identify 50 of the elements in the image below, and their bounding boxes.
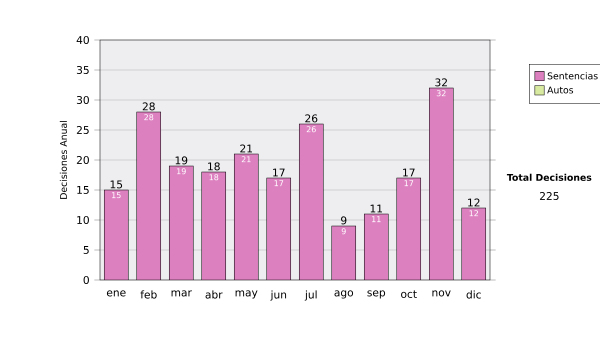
bar bbox=[104, 190, 128, 280]
x-tick-label: oct bbox=[401, 290, 417, 298]
total-label: 26 bbox=[305, 114, 318, 122]
bar bbox=[332, 226, 356, 280]
y-tick-label: 25 bbox=[76, 126, 89, 134]
x-tick-label: abr bbox=[206, 290, 223, 299]
total-label: 19 bbox=[176, 156, 188, 164]
bar bbox=[364, 214, 388, 280]
total-label: 18 bbox=[208, 162, 220, 170]
x-tick-label: jul bbox=[304, 290, 317, 301]
bar bbox=[234, 154, 258, 280]
legend-label: Autos bbox=[547, 86, 574, 94]
x-tick-label: jun bbox=[270, 290, 286, 301]
total-label: 15 bbox=[110, 180, 122, 188]
x-tick-label: may bbox=[236, 290, 258, 299]
y-tick-label: 40 bbox=[76, 36, 89, 44]
y-tick-label: 5 bbox=[84, 246, 89, 254]
bar bbox=[266, 178, 291, 280]
total-label: 17 bbox=[273, 168, 285, 176]
x-tick-label: sep bbox=[367, 290, 386, 299]
total-label: 12 bbox=[468, 198, 480, 206]
total-label: 17 bbox=[403, 168, 415, 176]
bar bbox=[299, 124, 324, 280]
x-tick-label: mar bbox=[172, 290, 192, 296]
text: Total Decisiones bbox=[506, 174, 592, 181]
legend-label: Sentencias bbox=[548, 72, 598, 80]
y-axis-title: Decisiones Anual bbox=[60, 121, 67, 199]
y-tick-label: 15 bbox=[77, 186, 89, 194]
y-tick-label: 20 bbox=[76, 156, 89, 164]
total-label: 9 bbox=[341, 216, 346, 224]
y-tick-label: 35 bbox=[76, 66, 89, 74]
bar bbox=[136, 112, 161, 280]
x-tick-label: dic bbox=[466, 290, 481, 299]
y-tick-label: 10 bbox=[77, 216, 89, 224]
bar bbox=[169, 166, 194, 280]
text: 225 bbox=[540, 192, 559, 200]
y-tick-label: 30 bbox=[76, 96, 89, 104]
x-tick-label: ago bbox=[334, 290, 354, 299]
y-tick-label: 0 bbox=[84, 276, 89, 284]
total-label: 11 bbox=[370, 204, 382, 212]
total-label: 21 bbox=[240, 144, 252, 152]
bar bbox=[202, 172, 226, 280]
bar bbox=[396, 178, 421, 280]
bar bbox=[429, 88, 454, 280]
x-tick-label: nov bbox=[432, 290, 451, 296]
x-tick-label: ene bbox=[106, 290, 126, 296]
bar bbox=[461, 208, 486, 280]
x-tick-label: feb bbox=[140, 290, 157, 299]
total-label: 28 bbox=[142, 102, 155, 110]
total-label: 32 bbox=[435, 78, 447, 86]
